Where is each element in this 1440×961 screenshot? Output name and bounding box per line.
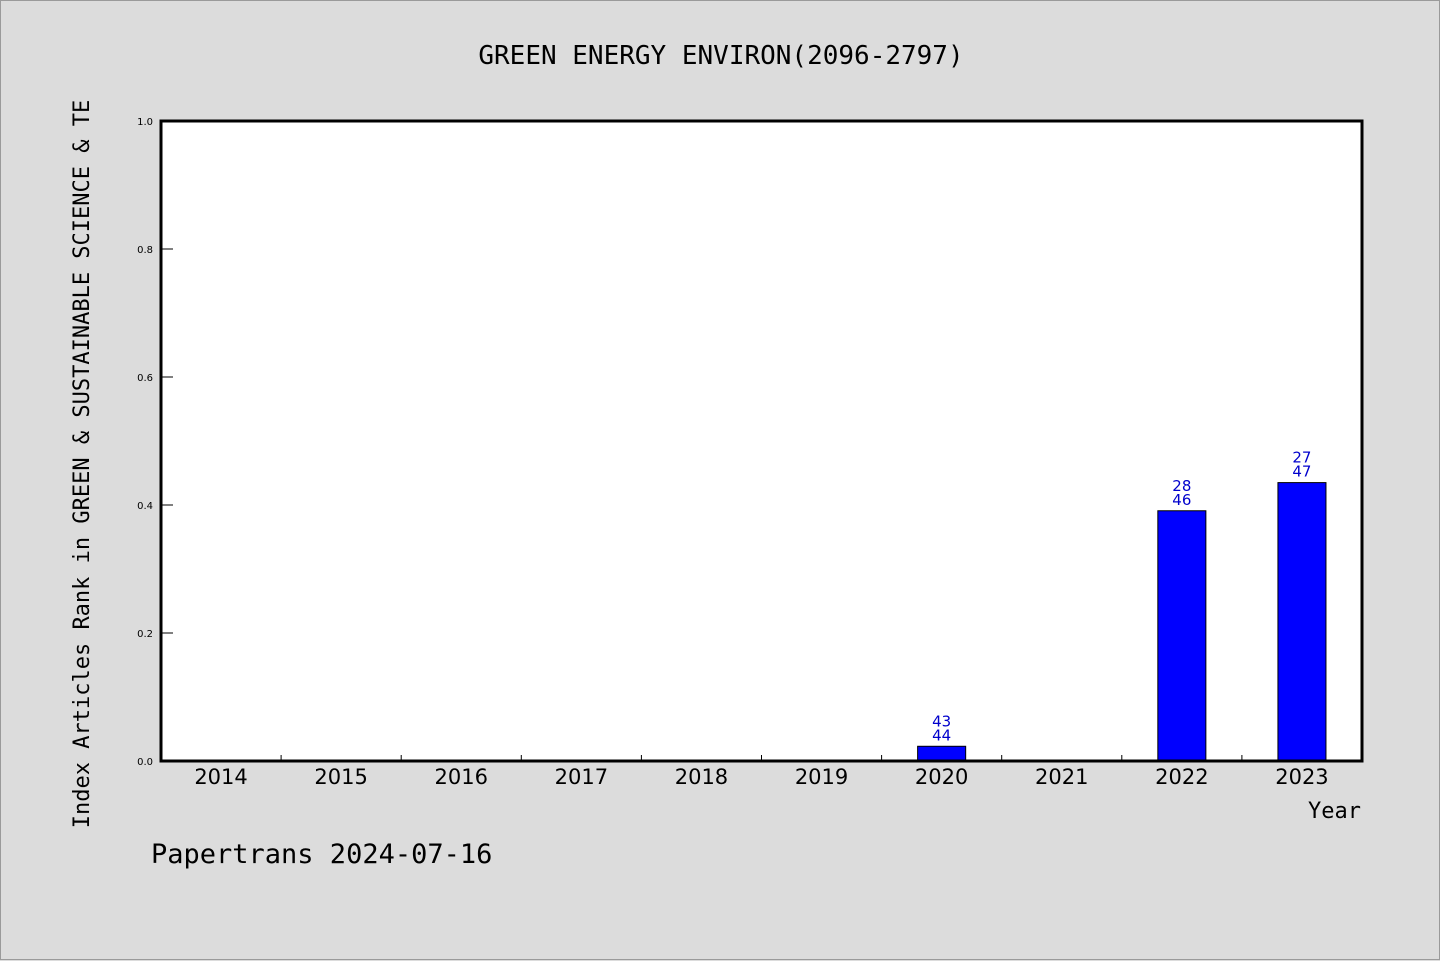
y-tick-label: 0.2 [137, 629, 153, 640]
y-tick-label: 0.0 [137, 757, 153, 768]
bar [1157, 510, 1207, 762]
y-tick-label: 0.6 [137, 373, 153, 384]
data-label: 44 [932, 726, 951, 744]
x-tick-label: 2018 [675, 765, 728, 789]
x-tick-label: 2015 [314, 765, 367, 789]
data-label: 47 [1292, 463, 1311, 481]
data-label: 46 [1172, 491, 1191, 509]
y-tick-label: 1.0 [137, 117, 153, 128]
y-axis-label: Index Articles Rank in GREEN & SUSTAINAB… [70, 100, 95, 828]
x-tick-label: 2017 [555, 765, 608, 789]
y-tick-label: 0.4 [137, 501, 153, 512]
plot-border [159, 119, 1364, 763]
bar [1277, 482, 1327, 762]
x-tick-label: 2016 [435, 765, 488, 789]
x-tick-label: 2019 [795, 765, 848, 789]
data-label: 28 [1172, 477, 1191, 495]
footer-text: Papertrans 2024-07-16 [151, 839, 492, 870]
chart-title: GREEN ENERGY ENVIRON(2096-2797) [478, 41, 963, 71]
x-tick-label: 2014 [194, 765, 247, 789]
x-tick-label: 2020 [915, 765, 968, 789]
x-tick-label: 2021 [1035, 765, 1088, 789]
x-tick-label: 2022 [1155, 765, 1208, 789]
data-label: 27 [1292, 449, 1311, 467]
data-label: 43 [932, 712, 951, 730]
x-axis-label: Year [1308, 799, 1361, 824]
bar [917, 745, 967, 762]
x-tick-label: 2023 [1275, 765, 1328, 789]
y-tick-label: 0.8 [137, 245, 153, 256]
